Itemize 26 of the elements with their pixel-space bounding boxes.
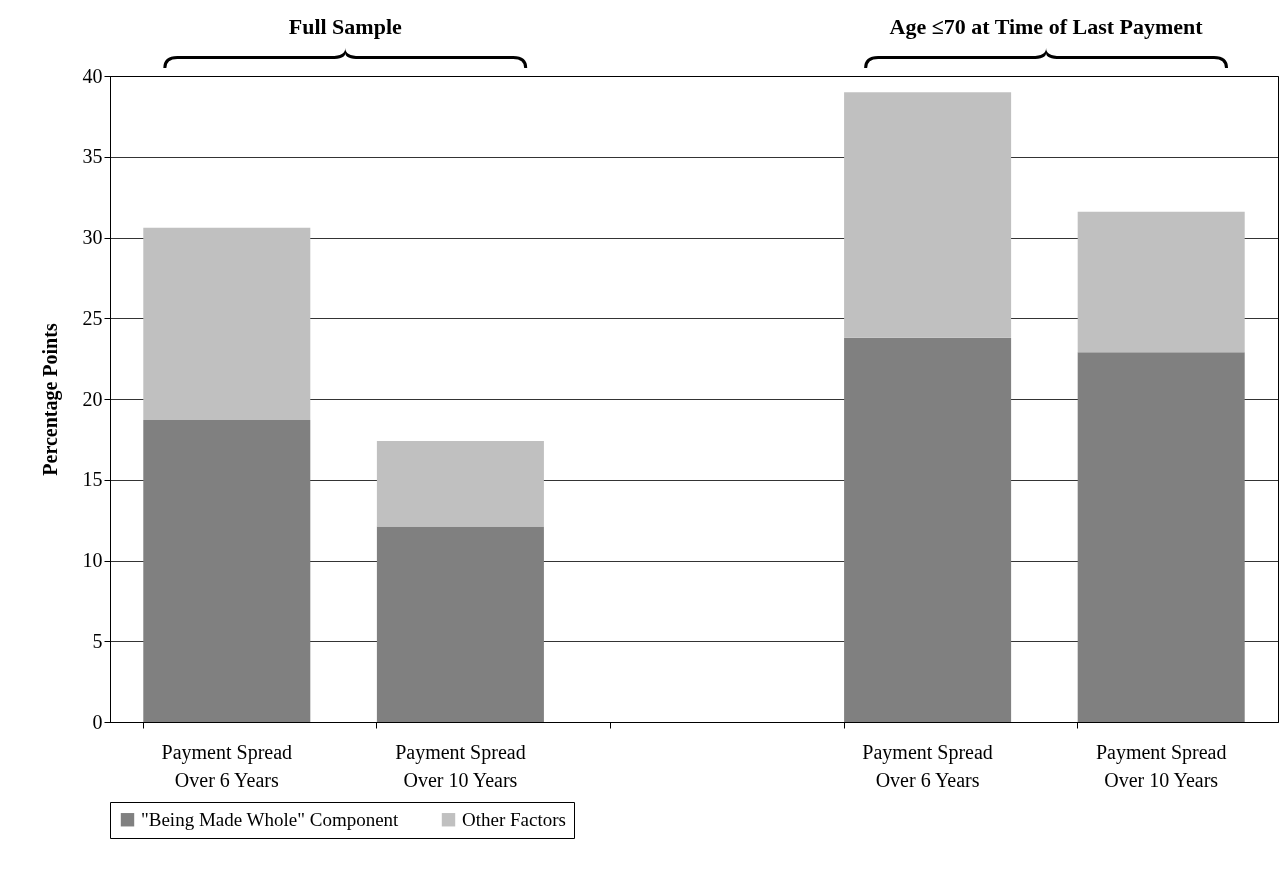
y-tick-label: 35 <box>82 145 103 168</box>
x-tick-label: Payment Spread Over 10 Years <box>395 740 526 791</box>
bar <box>143 227 311 420</box>
legend-label: Other Factors <box>462 808 566 830</box>
y-tick-label: 30 <box>82 226 103 248</box>
bar <box>844 337 1012 722</box>
bar <box>1077 352 1245 722</box>
y-tick-label: 10 <box>82 549 103 571</box>
y-tick-label: 0 <box>92 710 103 733</box>
legend-label: "Being Made Whole" Component <box>141 808 400 830</box>
x-tick-label: Payment Spread Over 6 Years <box>161 740 293 791</box>
text: Age ≤70 at Time of Last Payment <box>889 14 1204 39</box>
bar <box>844 92 1012 338</box>
bar <box>376 440 544 527</box>
x-tick-label: Payment Spread Over 10 Years <box>1095 740 1227 791</box>
bar <box>143 420 311 722</box>
bar <box>1077 211 1245 353</box>
y-tick-label: 20 <box>82 387 103 410</box>
x-tick-label: Payment Spread Over 6 Years <box>862 740 993 791</box>
text: Full Sample <box>288 14 403 39</box>
y-tick-label: 40 <box>82 64 103 87</box>
bar <box>376 526 544 722</box>
y-axis-title: Percentage Points <box>38 323 62 476</box>
y-tick-label: 15 <box>82 468 103 491</box>
y-tick-label: 5 <box>92 629 103 652</box>
y-tick-label: 25 <box>82 306 103 329</box>
